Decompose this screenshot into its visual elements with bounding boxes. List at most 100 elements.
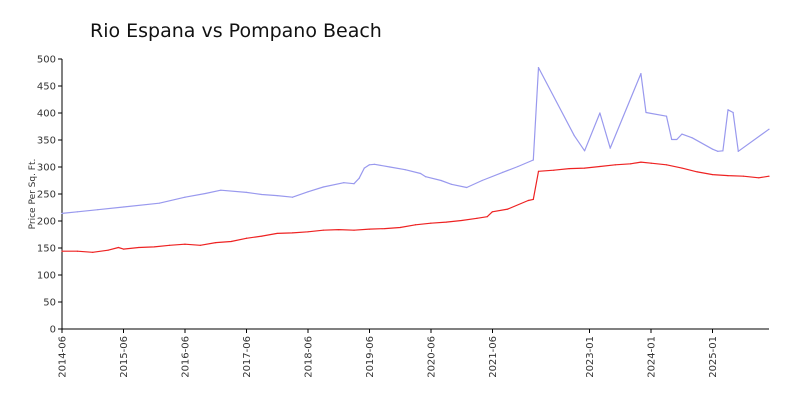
data-point [532,159,534,161]
data-point [261,193,263,196]
data-point [353,183,355,185]
x-tick-label: 2014-06 [58,336,69,378]
data-point [599,112,601,114]
data-point [573,135,575,137]
x-tick-label: 2021-06 [488,336,499,378]
data-point [732,111,734,114]
data-point [384,227,386,230]
data-point [245,191,248,193]
data-point [527,199,529,202]
data-point [717,150,719,152]
data-point [486,216,488,218]
data-point [138,246,140,249]
data-point [507,208,509,210]
data-point [532,198,534,200]
y-tick-label: 50 [43,298,56,309]
data-point [276,195,278,197]
x-tick-label: 2019-06 [365,336,376,378]
data-point [537,67,540,69]
data-point [389,166,391,168]
data-point [107,249,109,251]
data-point [491,211,493,213]
data-point [650,162,652,164]
data-point [338,229,340,231]
data-point [363,167,365,169]
data-point [727,109,729,111]
x-tick-label: 2016-06 [180,336,191,378]
y-tick-label: 400 [37,109,56,120]
data-point [420,172,422,175]
data-point [307,231,309,233]
data-point [245,237,248,239]
y-tick-label: 150 [37,244,56,255]
data-point [353,229,355,231]
data-point [368,228,370,230]
data-point [712,173,714,176]
x-tick-label: 2020-06 [426,336,437,378]
y-tick-label: 500 [37,55,56,66]
data-point [343,182,345,184]
data-point [696,171,698,173]
data-point [450,183,452,185]
data-point [461,219,463,222]
data-point [61,212,63,215]
y-tick-label: 100 [37,271,56,282]
data-point [291,196,294,198]
data-point [665,164,668,166]
data-point [640,161,642,163]
data-point [681,133,683,135]
plot-area: 0 50 100 150 200 250 300 350 400 450 500 2014-06 201… [37,55,770,378]
y-axis-label: Price Per Sq. Ft. [28,159,38,230]
x-tick-label: 2018-06 [303,336,314,378]
data-point [466,186,468,189]
data-point [476,217,478,219]
data-point [537,170,540,172]
data-point [199,244,201,246]
data-point [425,176,427,178]
data-point [481,179,483,182]
data-point [122,248,125,250]
data-point [184,196,186,198]
data-point [153,246,155,248]
data-point [358,177,360,179]
y-tick-label: 450 [37,82,56,93]
data-point [430,222,432,224]
data-point [440,179,442,182]
y-tick-label: 0 [50,325,56,336]
y-tick-label: 200 [37,217,56,228]
y-tick-label: 250 [37,190,56,201]
data-point [261,235,263,237]
data-point [220,189,222,191]
data-point [768,128,770,130]
data-point [307,191,309,193]
data-point [742,175,744,177]
data-point [691,137,693,139]
data-point [276,232,278,235]
data-point [722,150,724,152]
data-point [640,72,642,75]
data-point [373,163,376,165]
data-point [184,243,186,245]
data-point [215,242,217,244]
data-point [445,221,447,223]
data-point [737,150,739,152]
data-point [553,169,555,171]
series-line-1 [61,66,770,214]
data-point [676,138,678,141]
data-point [583,150,586,152]
data-point [583,167,586,169]
data-point [630,163,632,165]
x-tick-label: 2024-01 [647,336,658,378]
data-point [76,250,78,252]
series-points-2 [61,161,770,253]
data-point [414,224,417,226]
data-point [671,138,673,141]
chart-title: Rio Espana vs Pompano Beach [90,20,382,42]
data-point [768,175,770,177]
x-tick-label: 2025-01 [708,336,719,378]
data-point [517,165,519,168]
data-point [230,240,232,243]
data-point [76,211,78,213]
